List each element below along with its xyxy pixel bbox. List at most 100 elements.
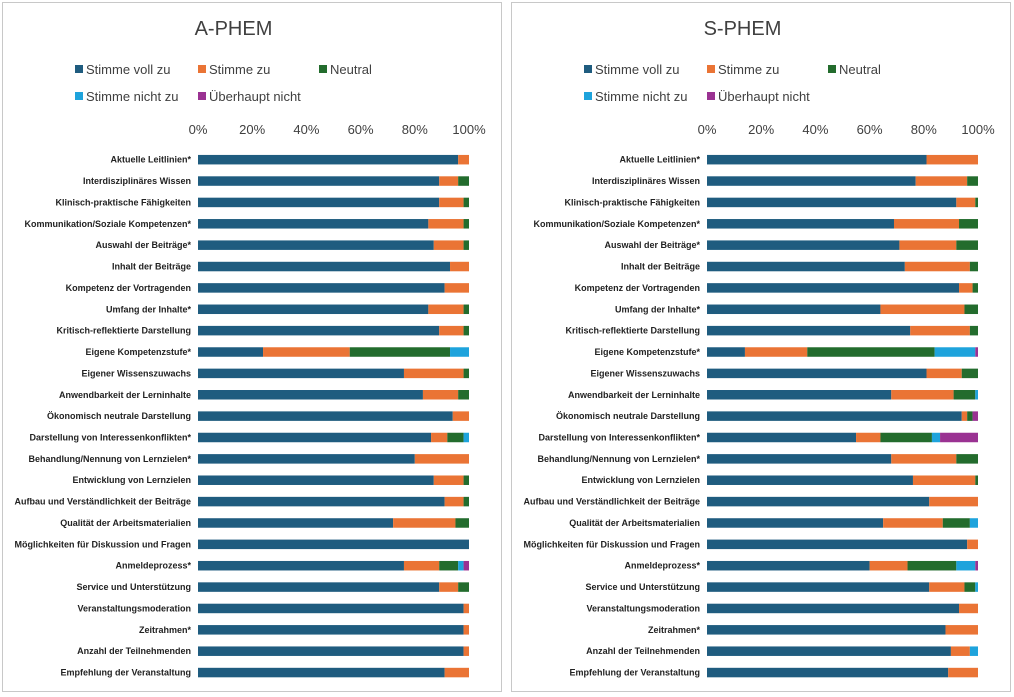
bar-segment-stimme-zu: [433, 240, 464, 250]
bar-segment-stimme-zu: [883, 518, 943, 528]
bar-segment-stimme-voll-zu: [198, 261, 451, 272]
bar-segment-stimme-zu: [433, 475, 464, 485]
bar-segment-stimme-zu: [403, 368, 464, 379]
bar-row-qualitaet-der-arbeitsmaterialien: [198, 518, 469, 528]
bar-segment-stimme-voll-zu: [198, 154, 459, 165]
category-label: Auswahl der Beiträge*: [604, 240, 700, 250]
bar-segment-stimme-zu: [856, 432, 881, 443]
bar-segment-stimme-zu: [431, 432, 448, 443]
bar-row-kompetenz-der-vortragenden: [707, 283, 978, 293]
bar-segment-neutral: [455, 518, 469, 528]
bar-segment-stimme-zu: [403, 560, 440, 571]
bar-segment-stimme-nicht-zu: [969, 518, 978, 528]
bar-segment-stimme-voll-zu: [707, 582, 930, 592]
bar-segment-neutral: [807, 347, 935, 357]
bar-row-aktuelle-leitlinien: [707, 154, 978, 165]
bar-segment-ueberhaupt-nicht: [463, 560, 469, 571]
category-label: Eigene Kompetenzstufe*: [85, 347, 191, 357]
bar-segment-neutral: [969, 261, 978, 272]
bar-segment-stimme-voll-zu: [707, 390, 892, 400]
bar-segment-stimme-voll-zu: [707, 411, 962, 421]
category-label: Anmeldeprozess*: [115, 561, 191, 571]
category-label: Interdisziplinäres Wissen: [83, 176, 191, 186]
bar-row-service-und-unterstuetzung: [707, 582, 978, 592]
legend-swatch-stimme-zu: [198, 65, 206, 73]
category-label: Eigener Wissenszuwachs: [591, 368, 700, 378]
category-label: Aktuelle Leitlinien*: [619, 155, 700, 165]
bar-segment-neutral: [349, 347, 451, 357]
bar-segment-stimme-zu: [452, 411, 469, 421]
category-label: Kompetenz der Vortragenden: [575, 283, 700, 293]
bar-row-eigener-wissenszuwachs: [707, 368, 978, 379]
bar-row-behandlung-nennung-von-lernzielen: [707, 454, 978, 464]
bar-row-auswahl-der-beitraege: [707, 240, 978, 250]
category-label: Inhalt der Beiträge: [112, 262, 191, 272]
bar-segment-stimme-zu: [893, 219, 960, 229]
category-label: Behandlung/Nennung von Lernzielen*: [537, 454, 700, 464]
bar-segment-stimme-zu: [948, 667, 978, 678]
bar-segment-stimme-voll-zu: [707, 176, 916, 186]
x-tick-label: 60%: [348, 122, 374, 137]
bar-segment-stimme-zu: [961, 411, 968, 421]
bar-segment-stimme-voll-zu: [198, 240, 434, 250]
bar-segment-stimme-zu: [439, 197, 464, 208]
category-label: Umfang der Inhalte*: [615, 304, 701, 314]
bar-row-oekonomisch-neutrale-darstellung: [707, 411, 978, 421]
bar-segment-stimme-zu: [439, 176, 459, 186]
bar-segment-neutral: [463, 496, 469, 507]
bar-segment-stimme-voll-zu: [198, 304, 429, 315]
bar-segment-neutral: [956, 454, 978, 464]
bar-segment-neutral: [956, 240, 978, 250]
bar-segment-stimme-zu: [910, 325, 970, 336]
bar-segment-stimme-voll-zu: [707, 518, 884, 528]
bar-segment-ueberhaupt-nicht: [940, 432, 978, 443]
bar-segment-stimme-voll-zu: [198, 390, 423, 400]
bar-row-interdisziplinaeres-wissen: [198, 176, 469, 186]
bar-segment-stimme-zu: [458, 154, 469, 165]
legend-label-neutral: Neutral: [839, 62, 881, 77]
bar-row-aufbau-und-verstaendlichkeit-der-beitraege: [198, 496, 469, 507]
bar-segment-stimme-voll-zu: [707, 432, 857, 443]
category-label: Zeitrahmen*: [139, 625, 192, 635]
bar-segment-stimme-nicht-zu: [931, 432, 941, 443]
bar-segment-stimme-zu: [956, 197, 976, 208]
bar-segment-ueberhaupt-nicht: [975, 560, 978, 571]
category-label: Aufbau und Verständlichkeit der Beiträge: [14, 497, 191, 507]
bar-segment-stimme-zu: [428, 219, 464, 229]
legend-swatch-stimme-zu: [707, 65, 715, 73]
bar-segment-neutral: [458, 176, 469, 186]
chart-title: A-PHEM: [195, 18, 273, 40]
bar-segment-stimme-voll-zu: [198, 560, 404, 571]
bar-segment-stimme-voll-zu: [198, 496, 445, 507]
chart-panel-a-phem: A-PHEM Stimme voll zu Stimme zu Neutral Stim…: [2, 2, 502, 692]
bar-segment-stimme-zu: [463, 603, 469, 614]
bar-segment-neutral: [964, 582, 976, 592]
bar-segment-neutral: [463, 240, 469, 250]
category-label: Kritisch-reflektierte Darstellung: [565, 326, 700, 336]
bar-row-eigene-kompetenzstufe: [707, 347, 978, 357]
bar-row-zeitrahmen: [707, 625, 978, 635]
bar-row-anzahl-der-teilnehmenden: [707, 646, 978, 656]
bar-row-darstellung-von-interessenkonflikten: [198, 432, 469, 443]
bar-row-klinisch-praktische-faehigkeiten: [198, 197, 469, 208]
bar-row-kompetenz-der-vortragenden: [198, 283, 469, 293]
bar-row-empfehlung-der-veranstaltung: [707, 667, 978, 678]
category-label: Service und Unterstützung: [585, 582, 700, 592]
bar-segment-stimme-voll-zu: [198, 454, 415, 464]
bar-segment-stimme-nicht-zu: [975, 582, 978, 592]
bar-row-veranstaltungsmoderation: [198, 603, 469, 614]
bar-segment-stimme-zu: [926, 154, 978, 165]
bar-segment-stimme-voll-zu: [707, 646, 951, 656]
bar-segment-stimme-nicht-zu: [969, 646, 978, 656]
bar-segment-stimme-zu: [428, 304, 464, 315]
category-label: Zeitrahmen*: [648, 625, 701, 635]
bar-segment-neutral: [967, 411, 973, 421]
bar-segment-neutral: [972, 283, 978, 293]
bar-segment-stimme-zu: [444, 667, 469, 678]
bar-segment-neutral: [463, 475, 469, 485]
bar-row-service-und-unterstuetzung: [198, 582, 469, 592]
category-label: Klinisch-praktische Fähigkeiten: [55, 197, 191, 207]
bar-segment-neutral: [961, 368, 978, 379]
bar-segment-stimme-zu: [414, 454, 469, 464]
bar-segment-stimme-voll-zu: [707, 283, 960, 293]
